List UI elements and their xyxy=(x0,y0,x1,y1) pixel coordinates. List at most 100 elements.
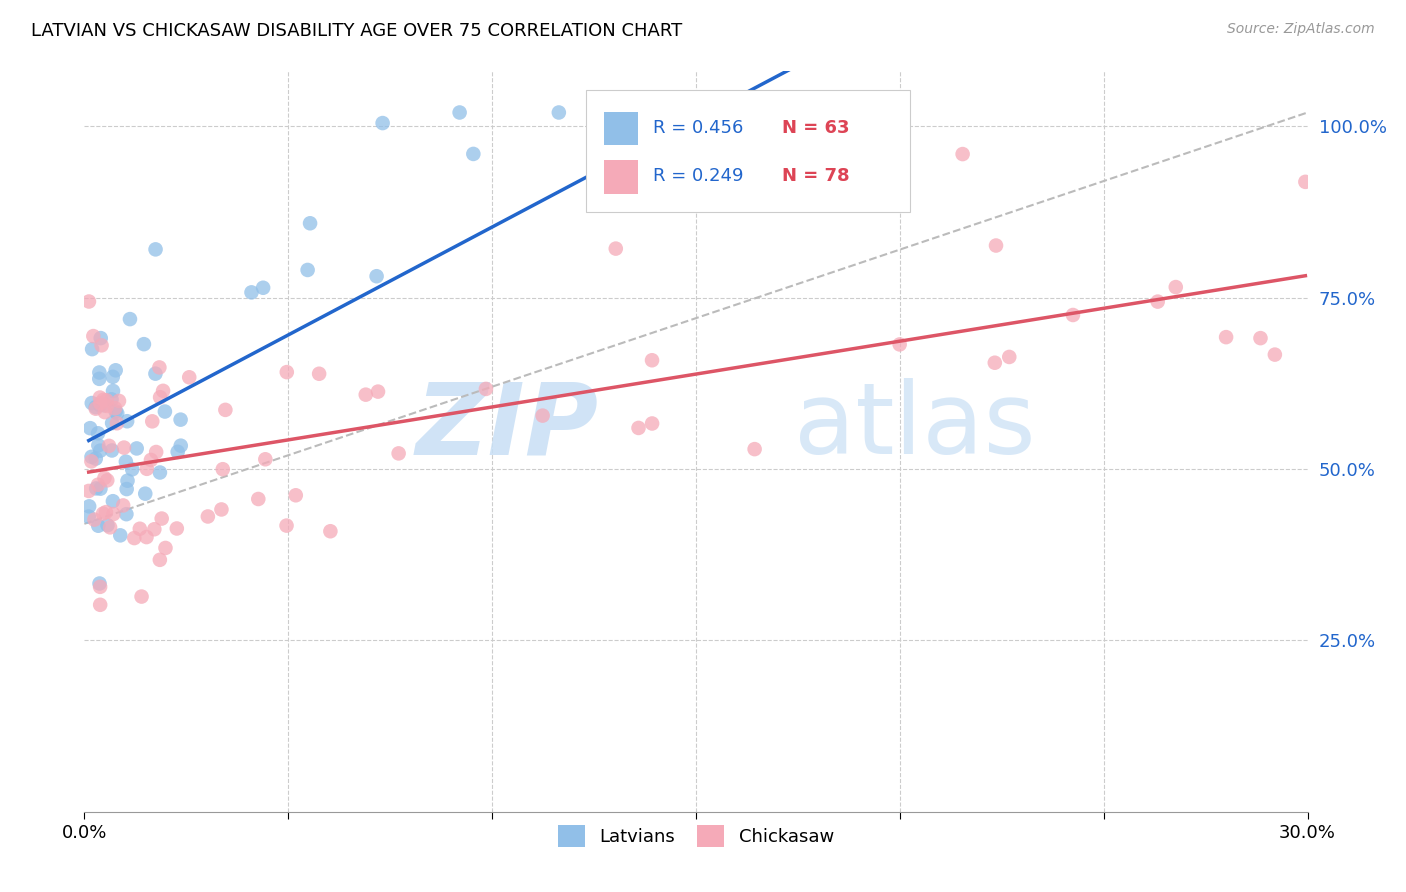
Point xyxy=(367,384,389,399)
Point xyxy=(211,462,233,476)
Point xyxy=(90,338,112,352)
Point xyxy=(80,450,103,464)
Point xyxy=(623,105,645,120)
Point xyxy=(89,372,111,386)
Point xyxy=(609,105,631,120)
Point xyxy=(141,414,163,428)
Point xyxy=(89,398,111,412)
Point xyxy=(145,243,167,257)
Point xyxy=(197,509,219,524)
Point xyxy=(1294,175,1316,189)
Point xyxy=(89,443,111,458)
Point xyxy=(308,367,330,381)
Point xyxy=(101,416,124,430)
Point xyxy=(153,404,176,418)
Text: R = 0.456: R = 0.456 xyxy=(654,120,744,137)
Point xyxy=(98,520,121,534)
Point xyxy=(87,426,110,441)
Point xyxy=(94,505,117,519)
Point xyxy=(827,105,849,120)
Point xyxy=(84,451,107,466)
Point xyxy=(145,367,167,381)
Point xyxy=(77,500,100,514)
Point xyxy=(889,105,911,120)
Point xyxy=(240,285,263,300)
Point xyxy=(91,507,114,521)
Point xyxy=(115,455,138,469)
Point xyxy=(104,401,127,416)
Point xyxy=(100,392,122,407)
Point xyxy=(145,445,167,459)
Point xyxy=(889,337,911,351)
Point xyxy=(105,416,128,430)
Point xyxy=(170,439,193,453)
Point xyxy=(101,443,124,458)
Point xyxy=(132,337,155,351)
Point xyxy=(103,507,125,521)
Point xyxy=(87,518,110,533)
Point xyxy=(371,116,394,130)
Point xyxy=(179,370,201,384)
Point xyxy=(89,598,111,612)
Point xyxy=(744,442,766,457)
Point xyxy=(115,507,138,521)
Point xyxy=(149,466,172,480)
Point xyxy=(89,482,111,496)
Point xyxy=(87,438,110,452)
Point xyxy=(93,471,115,485)
FancyBboxPatch shape xyxy=(586,90,910,212)
Point xyxy=(984,356,1007,370)
Point xyxy=(124,531,146,545)
Point xyxy=(155,541,177,555)
Point xyxy=(117,474,139,488)
Point xyxy=(104,404,127,418)
Point xyxy=(82,342,104,356)
Point xyxy=(547,105,569,120)
Point xyxy=(112,441,135,455)
Point xyxy=(449,105,471,120)
Point xyxy=(77,483,100,498)
Point xyxy=(1215,330,1237,344)
Point xyxy=(89,576,111,591)
Point xyxy=(101,369,124,384)
Point xyxy=(299,216,322,230)
Point xyxy=(105,406,128,420)
Text: N = 78: N = 78 xyxy=(782,168,849,186)
Point xyxy=(149,553,172,567)
Point xyxy=(96,399,118,413)
Point xyxy=(605,242,627,256)
Point xyxy=(79,421,101,435)
Legend: Latvians, Chickasaw: Latvians, Chickasaw xyxy=(551,818,841,855)
Point xyxy=(101,384,124,398)
Point xyxy=(84,400,107,414)
Point xyxy=(89,366,111,380)
Point xyxy=(96,393,118,408)
Point xyxy=(98,439,121,453)
Point xyxy=(84,401,107,416)
Text: LATVIAN VS CHICKASAW DISABILITY AGE OVER 75 CORRELATION CHART: LATVIAN VS CHICKASAW DISABILITY AGE OVER… xyxy=(31,22,682,40)
Point xyxy=(80,396,103,410)
Point xyxy=(89,396,111,410)
Point xyxy=(837,105,859,120)
Point xyxy=(94,405,117,419)
Point xyxy=(148,360,170,375)
Point xyxy=(475,382,498,396)
Point xyxy=(641,353,664,368)
Point xyxy=(463,147,485,161)
Point xyxy=(115,414,138,428)
Text: N = 63: N = 63 xyxy=(782,120,849,137)
Point xyxy=(93,398,115,412)
Point xyxy=(254,452,277,467)
Text: ZIP: ZIP xyxy=(415,378,598,475)
Point xyxy=(1146,294,1168,309)
Point xyxy=(125,442,148,456)
Point xyxy=(169,412,191,426)
Point xyxy=(90,331,112,345)
Point xyxy=(276,518,298,533)
Point xyxy=(166,521,188,535)
Point xyxy=(82,329,104,343)
Point xyxy=(77,509,100,524)
Point xyxy=(121,462,143,476)
Point xyxy=(366,269,388,284)
Point xyxy=(1250,331,1272,345)
